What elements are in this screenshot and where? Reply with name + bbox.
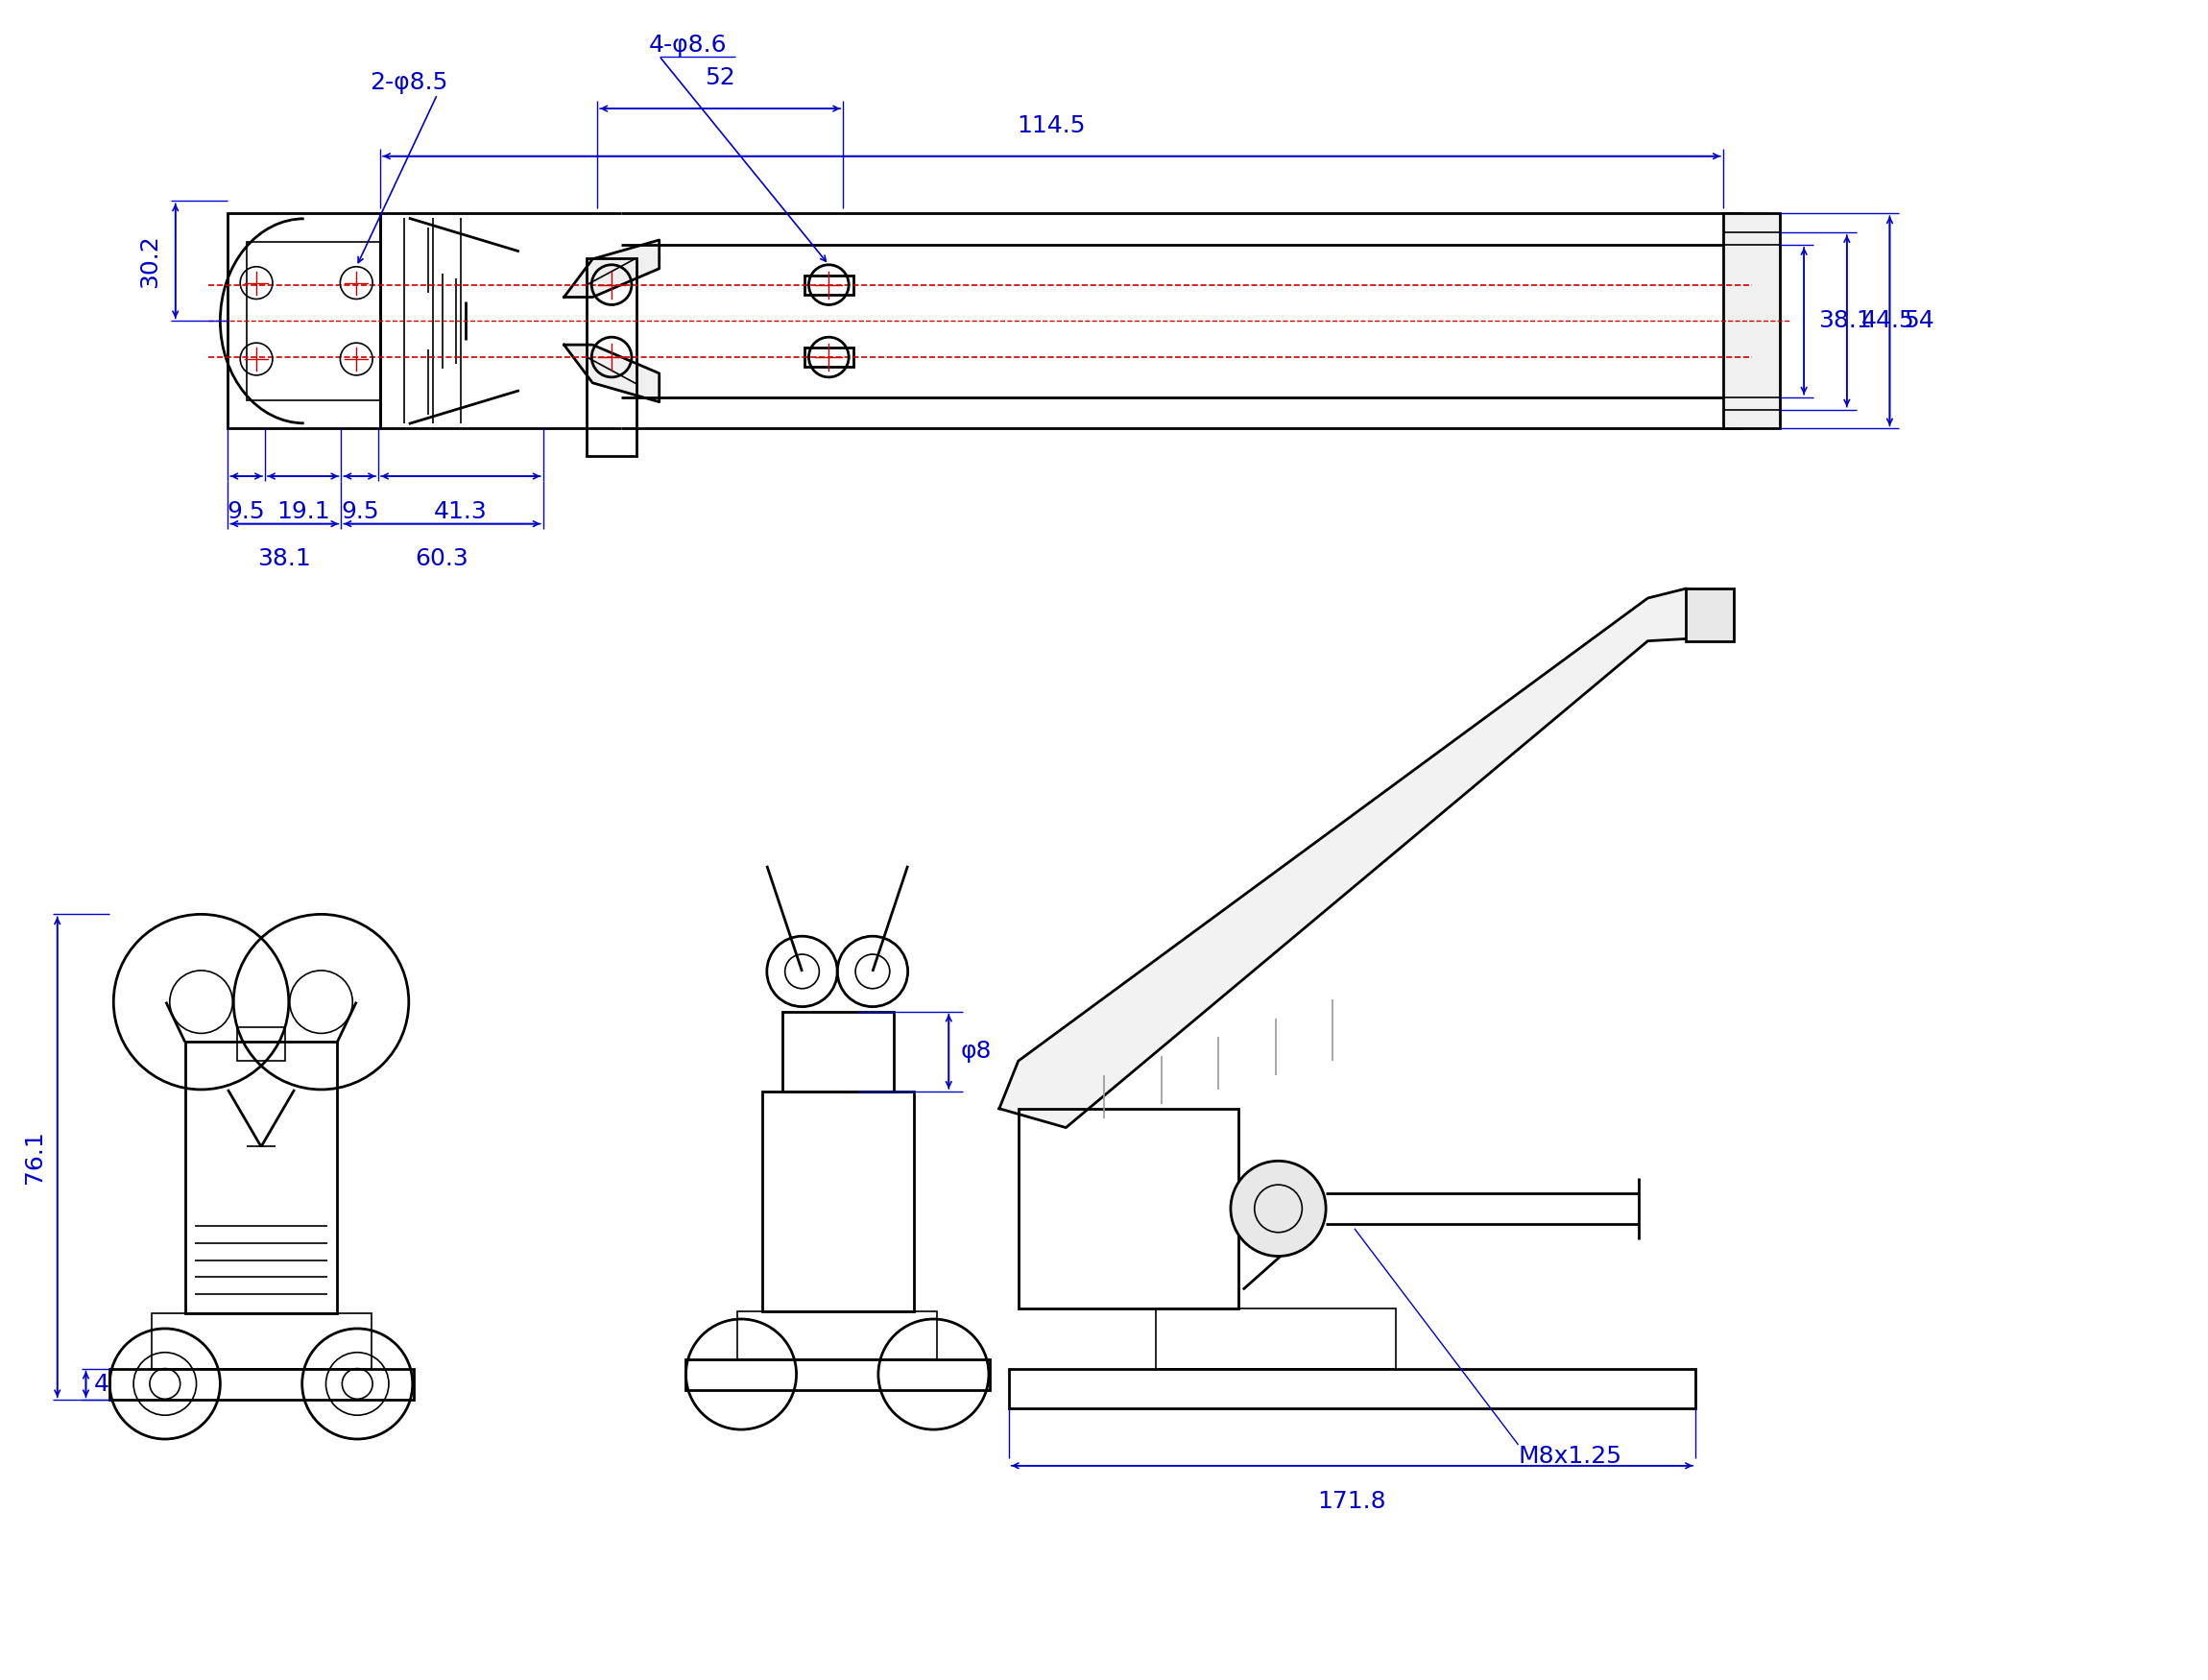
Bar (1722, 213, 1780, 428)
Bar (782, 1011, 894, 1092)
Text: 4: 4 (93, 1373, 108, 1396)
Text: 38.1: 38.1 (258, 548, 311, 571)
Bar (227, 213, 380, 428)
Polygon shape (563, 240, 660, 297)
Bar (1009, 1369, 1696, 1408)
Bar (110, 1369, 413, 1399)
Text: 4-φ8.6: 4-φ8.6 (649, 34, 726, 55)
Text: 2-φ8.5: 2-φ8.5 (369, 71, 448, 94)
Text: 19.1: 19.1 (276, 501, 329, 522)
Text: φ8: φ8 (960, 1040, 991, 1063)
Text: 41.3: 41.3 (435, 501, 488, 522)
Bar (236, 1028, 285, 1062)
Text: 44.5: 44.5 (1861, 309, 1914, 333)
Text: M8x1.25: M8x1.25 (1519, 1445, 1623, 1468)
Bar (1687, 588, 1733, 642)
Circle shape (1230, 1161, 1327, 1257)
Text: 54: 54 (1903, 309, 1934, 333)
Bar (587, 259, 636, 457)
Bar (687, 1359, 989, 1391)
Text: 38.1: 38.1 (1817, 309, 1872, 333)
Text: 76.1: 76.1 (22, 1131, 46, 1184)
Bar (185, 1042, 338, 1314)
Bar (1018, 1109, 1239, 1309)
Bar (737, 1312, 938, 1359)
Bar (804, 276, 854, 294)
Text: 9.5: 9.5 (340, 501, 380, 522)
Text: 30.2: 30.2 (139, 234, 161, 287)
Text: 114.5: 114.5 (1018, 114, 1086, 138)
Polygon shape (563, 344, 660, 402)
Text: 52: 52 (704, 67, 735, 89)
Bar (804, 348, 854, 366)
Bar (762, 1092, 914, 1312)
Text: 60.3: 60.3 (415, 548, 468, 571)
Text: 171.8: 171.8 (1318, 1490, 1387, 1512)
Bar (247, 242, 380, 400)
Bar (1155, 1309, 1395, 1369)
Bar (152, 1314, 371, 1369)
Polygon shape (1000, 588, 1733, 1127)
Text: 9.5: 9.5 (227, 501, 265, 522)
